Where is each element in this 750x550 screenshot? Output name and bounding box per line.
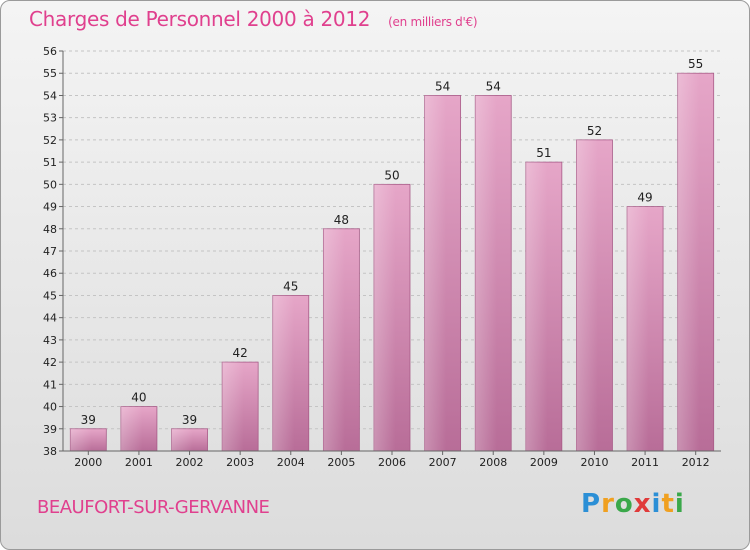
x-tick-label: 2001 [125,456,153,469]
bar-value-label: 39 [81,413,96,427]
bar-highlight [525,162,562,451]
bar-highlight [677,73,714,451]
y-tick-label: 39 [43,423,57,436]
logo-letter: x [633,489,652,519]
bar-value-label: 45 [283,279,298,293]
bar-value-label: 55 [688,57,703,71]
bar-highlight [374,184,410,452]
x-tick-label: 2003 [226,456,254,469]
logo-letter: i [651,489,662,519]
bar-value-label: 54 [435,79,450,93]
bar-value-label: 42 [233,346,248,360]
y-tick-label: 41 [43,378,57,391]
x-tick-label: 2007 [429,456,457,469]
y-tick-label: 47 [43,245,57,258]
y-tick-label: 56 [43,45,57,58]
x-tick-label: 2012 [682,456,710,469]
bar-value-label: 52 [587,124,602,138]
y-tick-label: 53 [43,112,57,125]
y-axis: 38 39 40 41 42 43 44 45 46 47 48 49 50 51 52 53 54 55 56 [43,45,64,458]
bar-value-label: 54 [486,79,501,93]
y-tick-label: 44 [43,312,57,325]
bar-highlight [424,95,461,451]
bar-value-label: 51 [536,146,551,160]
bar-highlight [576,139,613,451]
bar-highlight [120,406,157,451]
x-tick-label: 2002 [176,456,204,469]
y-tick-label: 46 [43,267,57,280]
bar-value-label: 48 [334,213,349,227]
y-tick-label: 40 [43,401,57,414]
logo-letter: P [581,489,602,519]
x-tick-label: 2000 [74,456,102,469]
chart-subtitle: (en milliers d'€) [388,15,478,29]
y-tick-label: 50 [43,178,57,191]
logo-letter: r [601,489,615,519]
bar-highlight [323,228,360,451]
commune-name: BEAUFORT-SUR-GERVANNE [37,497,270,518]
bar-highlight [70,428,107,451]
bar-highlight [171,428,208,451]
chart-title-text: Charges de Personnel 2000 à 2012 [29,7,371,31]
y-tick-label: 51 [43,156,57,169]
bar-value-label: 49 [637,191,652,205]
logo-letter: t [661,489,675,519]
y-tick-label: 38 [43,445,57,458]
bar-value-label: 39 [182,413,197,427]
y-tick-label: 48 [43,223,57,236]
x-tick-label: 2009 [530,456,558,469]
y-tick-label: 43 [43,334,57,347]
y-tick-label: 52 [43,134,57,147]
bar-highlight [475,95,512,451]
x-tick-label: 2008 [479,456,507,469]
y-tick-label: 49 [43,201,57,214]
bar-highlight [627,206,664,451]
bar-value-label: 50 [384,168,399,182]
bars: 39 40 39 42 45 48 50 54 54 51 52 49 55 [69,57,715,452]
y-tick-label: 55 [43,67,57,80]
bar-highlight [272,295,309,451]
bar-value-label: 40 [131,391,146,405]
x-axis: 2000 2001 2002 2003 2004 2005 2006 2007 2008 2009… [63,450,721,469]
logo-letter: i [674,489,685,519]
x-tick-label: 2004 [277,456,305,469]
proxiti-logo: Proxiti [581,489,685,519]
y-tick-label: 45 [43,289,57,302]
x-tick-label: 2006 [378,456,406,469]
y-tick-label: 42 [43,356,57,369]
bar-highlight [222,362,259,451]
x-tick-label: 2005 [327,456,355,469]
x-tick-label: 2011 [631,456,659,469]
y-tick-label: 54 [43,89,57,102]
chart-title: Charges de Personnel 2000 à 2012 (en mill… [29,7,478,31]
x-tick-label: 2010 [580,456,608,469]
logo-letter: o [614,489,634,519]
